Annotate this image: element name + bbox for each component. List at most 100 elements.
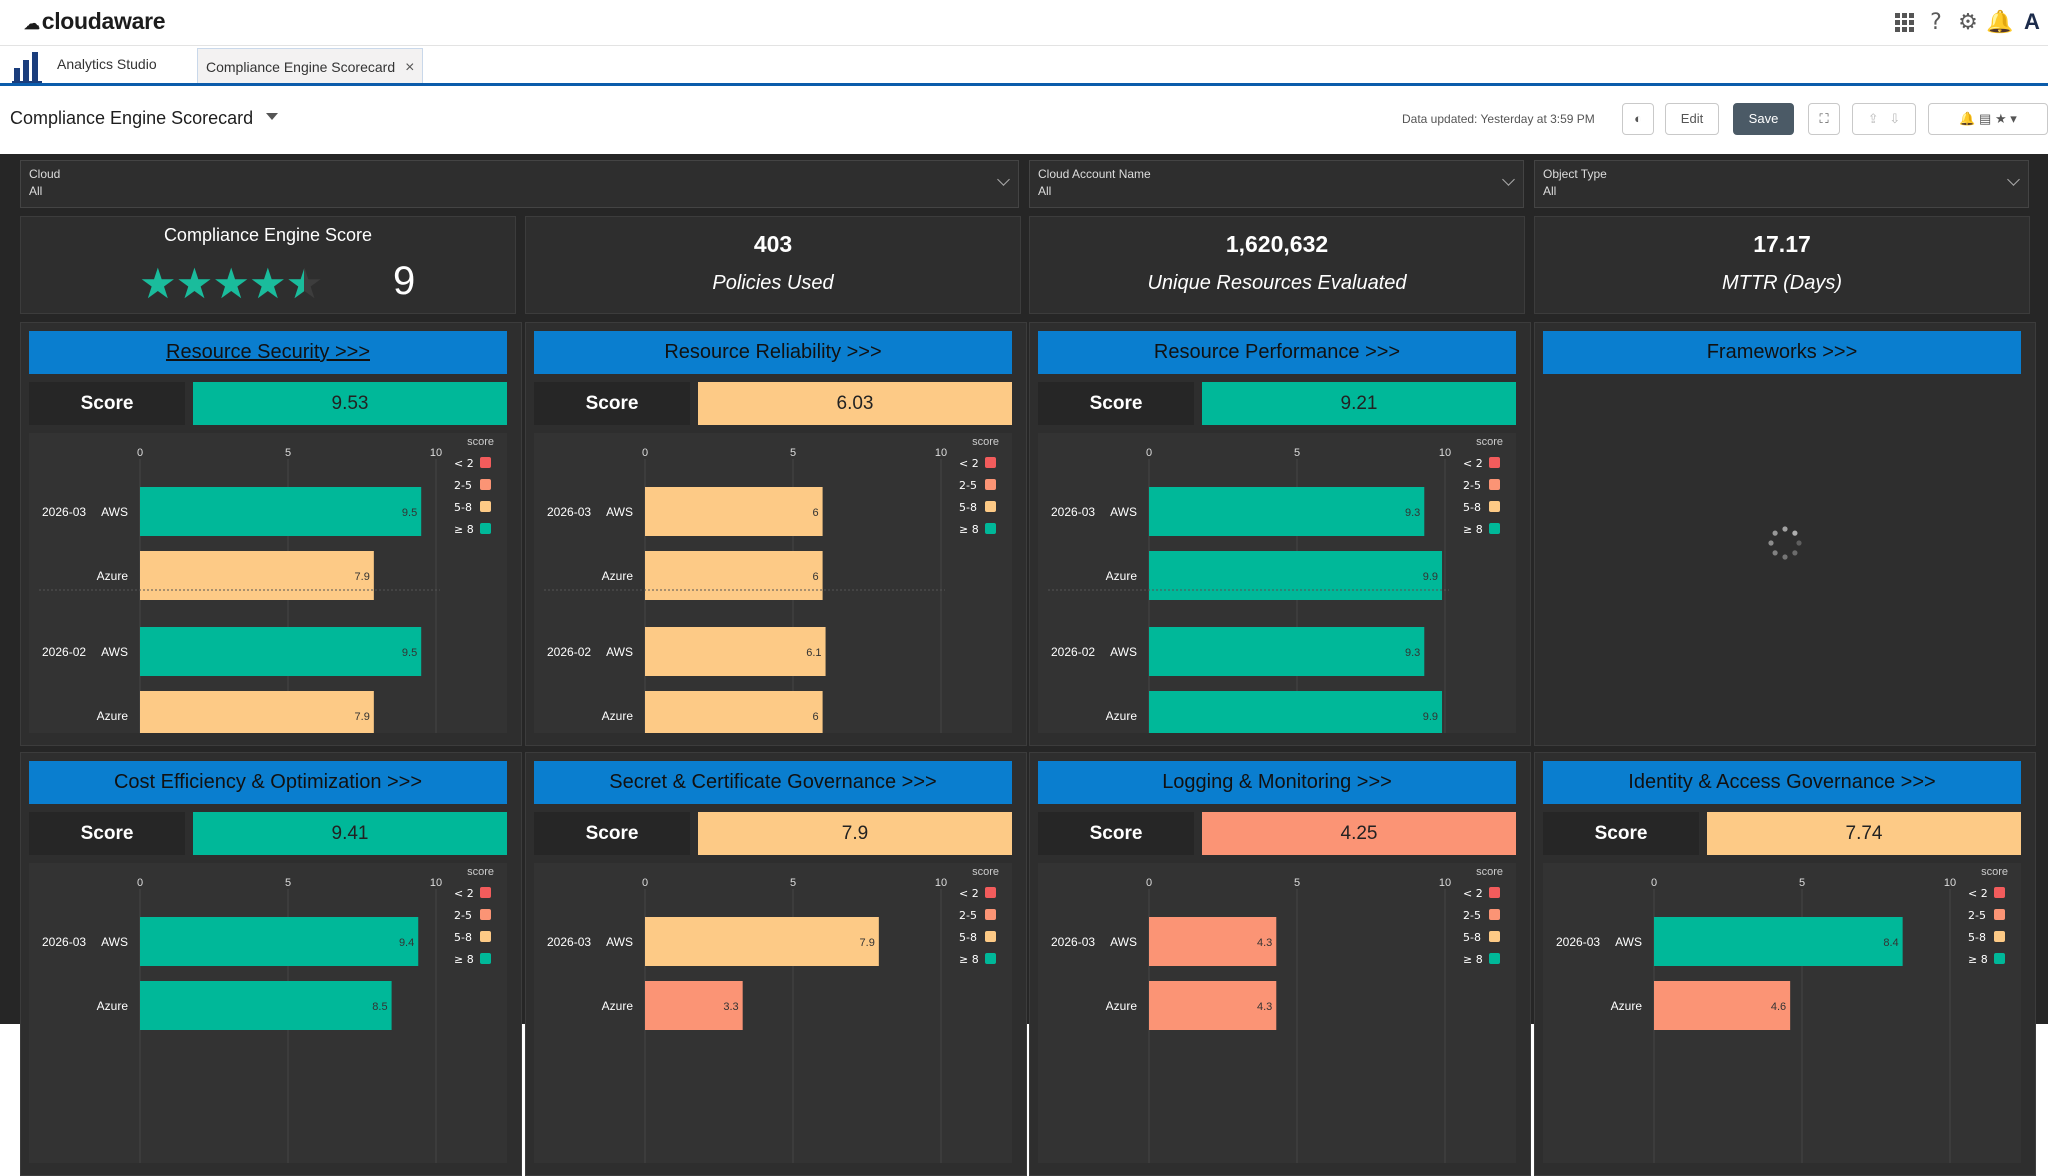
bell-icon[interactable]: 🔔 xyxy=(1986,9,2014,35)
x-tick-label: 5 xyxy=(285,447,291,459)
legend-swatch xyxy=(1489,887,1500,898)
panel-title-link[interactable]: Logging & Monitoring >>> xyxy=(1038,761,1516,804)
share-download-group[interactable]: ⇪ ⇩ xyxy=(1852,103,1916,135)
legend-label: 2-5 xyxy=(1968,909,1986,922)
legend-swatch xyxy=(985,457,996,468)
bar-value-label: 9.9 xyxy=(1423,571,1438,583)
bar-value-label: 6 xyxy=(812,571,818,583)
score-value: 6.03 xyxy=(698,382,1012,425)
cloudaware-logo[interactable]: ☁cloudaware xyxy=(24,8,166,35)
bar-value-label: 3.3 xyxy=(723,1001,738,1013)
x-tick-label: 5 xyxy=(285,877,291,889)
close-icon[interactable]: × xyxy=(405,59,415,76)
legend-label: ≥ 8 xyxy=(454,523,474,536)
kpi-label: Unique Resources Evaluated xyxy=(1147,272,1407,294)
x-tick-label: 0 xyxy=(1651,877,1657,889)
bar-value-label: 7.9 xyxy=(355,571,370,583)
filter-cloud-account-name[interactable]: Cloud Account Name All xyxy=(1029,160,1524,208)
score-value: 9.53 xyxy=(193,382,507,425)
kpi-value: 1,620,632 xyxy=(1225,231,1329,257)
legend-label: 5-8 xyxy=(959,501,977,514)
score-bar xyxy=(645,917,879,966)
score-label: Score xyxy=(534,812,690,855)
period-label: 2026-03 xyxy=(42,935,86,949)
legend-label: ≥ 8 xyxy=(1968,953,1988,966)
cloud-label: Azure xyxy=(602,709,634,723)
fullscreen-button[interactable]: ⛶ xyxy=(1808,103,1840,135)
filter-cloud[interactable]: Cloud All xyxy=(20,160,1019,208)
scorecard-panel: Logging & Monitoring >>> Score 4.25 0 5 10 sco… xyxy=(1029,752,1531,1176)
legend-swatch xyxy=(1489,479,1500,490)
legend-swatch xyxy=(1489,953,1500,964)
panel-title-link[interactable]: Identity & Access Governance >>> xyxy=(1543,761,2021,804)
cloud-label: Azure xyxy=(1106,999,1138,1013)
help-icon[interactable]: ? xyxy=(1930,9,1942,35)
legend-swatch xyxy=(1489,909,1500,920)
cloud-label: Azure xyxy=(97,999,129,1013)
cloud-label: AWS xyxy=(1615,935,1642,949)
global-actions: ? ⚙ 🔔 A xyxy=(1889,6,2048,38)
x-tick-label: 5 xyxy=(790,877,796,889)
x-tick-label: 10 xyxy=(1439,877,1451,889)
bar-value-label: 9.3 xyxy=(1405,507,1420,519)
legend-label: < 2 xyxy=(1968,887,1988,900)
panel-title-link[interactable]: Secret & Certificate Governance >>> xyxy=(534,761,1012,804)
legend-label: ≥ 8 xyxy=(1463,953,1483,966)
legend-swatch xyxy=(480,457,491,468)
score-label: Score xyxy=(1038,382,1194,425)
legend-swatch xyxy=(985,953,996,964)
gear-icon[interactable]: ⚙ xyxy=(1958,9,1978,35)
panel-title-link[interactable]: Resource Reliability >>> xyxy=(534,331,1012,374)
save-button[interactable]: Save xyxy=(1733,103,1794,135)
x-tick-label: 10 xyxy=(1944,877,1956,889)
user-avatar[interactable]: A xyxy=(2024,9,2040,34)
app-launcher-icon[interactable] xyxy=(1895,12,1914,32)
edit-button[interactable]: Edit xyxy=(1665,103,1719,135)
tab-compliance-engine-scorecard[interactable]: Compliance Engine Scorecard × xyxy=(197,48,424,83)
legend-label: 2-5 xyxy=(454,909,472,922)
tab-analytics-studio[interactable]: Analytics Studio xyxy=(57,46,157,83)
chart-svg: 0 5 10 score < 2 2-5 5-8 ≥ 8 7.9 AWS 2026-03 3.3 Azu… xyxy=(547,866,999,1163)
chart-svg: 0 5 10 score < 2 2-5 5-8 ≥ 8 9.3 AWS 2026-03 9.9 Azu… xyxy=(1048,436,1503,733)
x-tick-label: 0 xyxy=(1146,447,1152,459)
score-bar-chart: 0 5 10 score < 2 2-5 5-8 ≥ 8 9.5 AWS 2026-03 7.9 Azu… xyxy=(29,433,507,733)
score-bar-chart: 0 5 10 score < 2 2-5 5-8 ≥ 8 9.3 AWS 2026-03 9.9 Azu… xyxy=(1038,433,1516,733)
legend-title: score xyxy=(467,866,494,878)
score-bar xyxy=(645,551,823,600)
legend-label: 5-8 xyxy=(454,501,472,514)
panel-title-link[interactable]: Resource Security >>> xyxy=(29,331,507,374)
kpi-value: 17.17 xyxy=(1753,231,1811,257)
panel-title-link[interactable]: Cost Efficiency & Optimization >>> xyxy=(29,761,507,804)
bar-value-label: 9.5 xyxy=(402,647,417,659)
score-bar xyxy=(645,487,823,536)
legend-title: score xyxy=(1476,866,1503,878)
filter-object-type[interactable]: Object Type All xyxy=(1534,160,2029,208)
score-bar-chart: 0 5 10 score < 2 2-5 5-8 ≥ 8 6 AWS 2026-03 6 Azure 6.… xyxy=(534,433,1012,733)
chevron-down-icon[interactable] xyxy=(266,113,278,120)
score-bar xyxy=(1149,551,1443,600)
dashboard-header: Compliance Engine Scorecard Data updated… xyxy=(0,86,2048,154)
subscribe-actions-group[interactable]: 🔔 ▤ ★ ▾ xyxy=(1928,103,2048,135)
scorecard-panel: Cost Efficiency & Optimization >>> Score 9… xyxy=(20,752,522,1176)
legend-swatch xyxy=(985,909,996,920)
cloud-label: AWS xyxy=(1110,645,1137,659)
bar-value-label: 4.3 xyxy=(1257,1001,1272,1013)
bar-value-label: 6.1 xyxy=(806,647,821,659)
cloud-label: Azure xyxy=(1106,569,1138,583)
cloud-label: AWS xyxy=(606,645,633,659)
scorecard-panel: Identity & Access Governance >>> Score 7.7… xyxy=(1534,752,2036,1176)
x-tick-label: 10 xyxy=(430,877,442,889)
legend-label: 5-8 xyxy=(454,931,472,944)
score-bar-chart: 0 5 10 score < 2 2-5 5-8 ≥ 8 9.4 AWS 2026-03 8.5 Azu… xyxy=(29,863,507,1163)
data-updated-text: Data updated: Yesterday at 3:59 PM xyxy=(1402,112,1595,126)
logo-mark-icon: ☁ xyxy=(24,16,40,33)
panel-title-link[interactable]: Frameworks >>> xyxy=(1543,331,2021,374)
panel-title-link[interactable]: Resource Performance >>> xyxy=(1038,331,1516,374)
score-bar xyxy=(1149,917,1277,966)
palette-button[interactable]: ◐ xyxy=(1622,103,1654,135)
kpi-value: 403 xyxy=(753,231,793,257)
legend-label: 5-8 xyxy=(1463,931,1481,944)
legend-swatch xyxy=(480,479,491,490)
chart-svg: 0 5 10 score < 2 2-5 5-8 ≥ 8 6 AWS 2026-03 6 Azure 6.… xyxy=(544,436,999,733)
analytics-studio-icon xyxy=(12,52,42,83)
